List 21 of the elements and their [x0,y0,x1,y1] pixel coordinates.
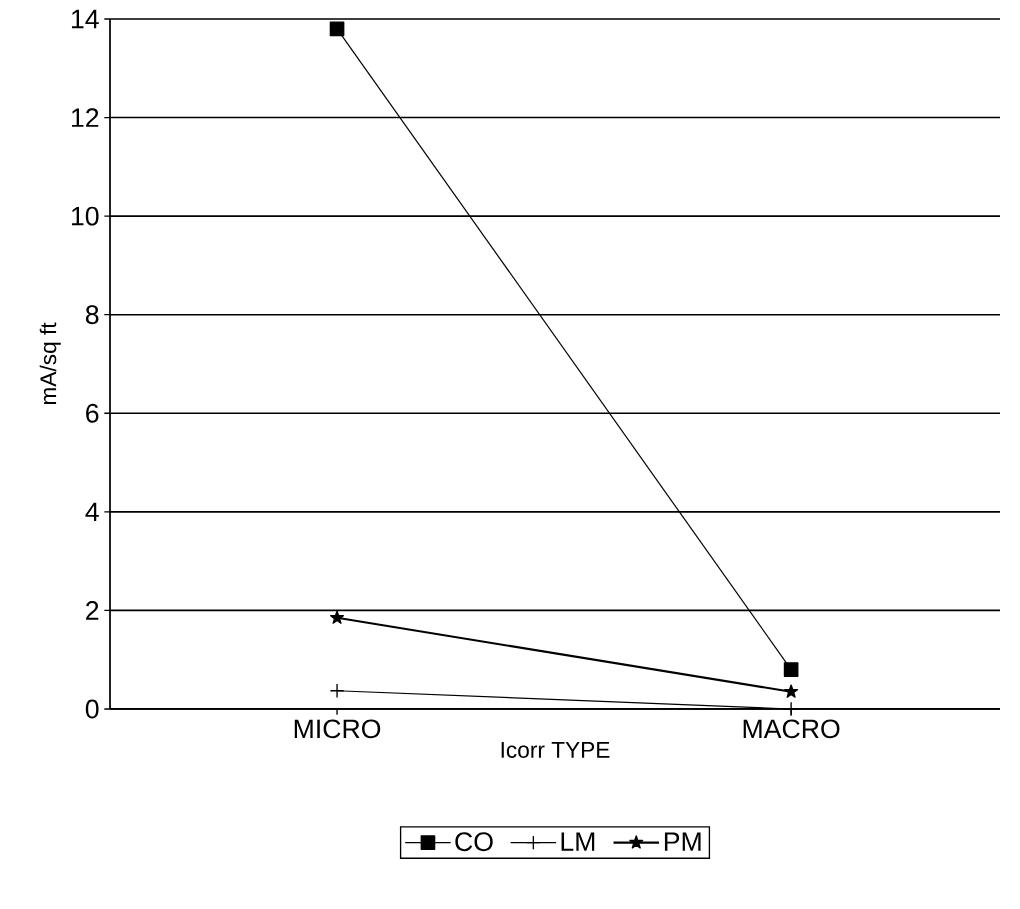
x-tick-label: MACRO [743,719,840,739]
y-tick-label: 12 [71,108,99,127]
y-axis-title: mA/sq ft [39,322,61,405]
legend-label: CO [455,832,493,852]
legend-label: PM [664,832,701,851]
point [783,701,799,717]
y-tick-label: 4 [85,502,99,522]
point [329,21,345,37]
point [329,683,345,699]
y-tick-label: 2 [86,601,99,620]
legend-label: LM [561,832,595,851]
y-tick-label: 0 [85,699,99,719]
x-tick-label: MICRO [294,719,381,739]
x-axis-title: Icorr TYPE [501,742,610,758]
point [783,662,799,677]
y-tick-label: 8 [85,305,99,325]
point [784,684,799,698]
y-tick-label: 14 [71,9,99,29]
y-tick-label: 10 [71,206,99,226]
y-tick-label: 6 [86,403,99,423]
point [330,610,345,624]
